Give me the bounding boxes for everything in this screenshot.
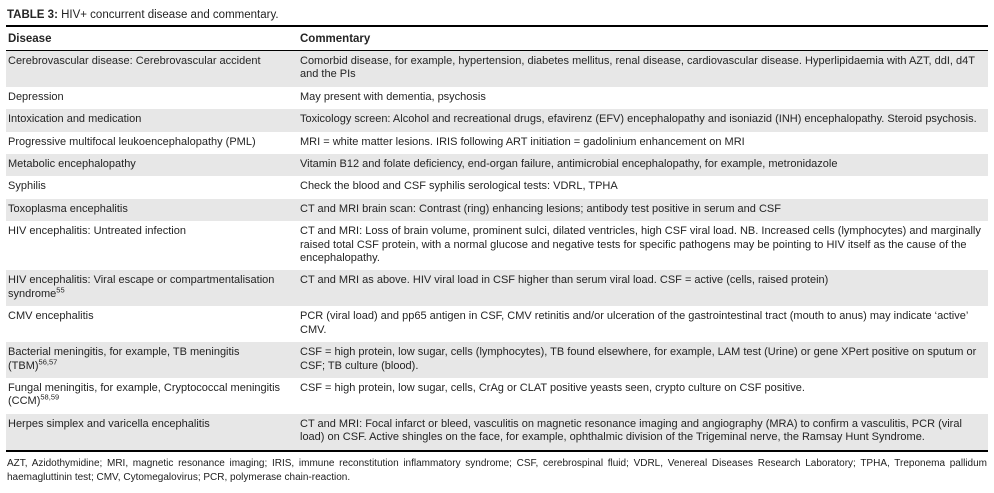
disease-text: Depression [8,90,64,103]
commentary-cell: MRI = white matter lesions. IRIS followi… [300,135,745,148]
disease-cell: Progressive multifocal leukoencephalopat… [6,132,298,154]
disease-cell: Herpes simplex and varicella encephaliti… [6,414,298,451]
table-row: CMV encephalitis PCR (viral load) and pp… [6,306,988,342]
commentary-cell: CT and MRI: Loss of brain volume, promin… [300,225,981,265]
disease-text: Herpes simplex and varicella encephaliti… [8,417,210,430]
commentary-cell: PCR (viral load) and pp65 antigen in CSF… [300,310,968,336]
table-title-text: HIV+ concurrent disease and commentary. [57,9,279,21]
commentary-cell: CSF = high protein, low sugar, cells, Cr… [300,381,805,394]
table-row: Fungal meningitis, for example, Cryptoco… [6,378,988,414]
disease-text: Progressive multifocal leukoencephalopat… [8,135,256,148]
disease-cell: HIV encephalitis: Untreated infection [6,221,298,270]
commentary-cell: Comorbid disease, for example, hypertens… [300,55,975,81]
disease-commentary-table: Disease Commentary Cerebrovascular disea… [6,27,988,452]
disease-text: Intoxication and medication [8,113,142,126]
table-row: Cerebrovascular disease: Cerebrovascular… [6,50,988,87]
disease-text: Metabolic encephalopathy [8,158,136,171]
table-title: TABLE 3: HIV+ concurrent disease and com… [6,7,988,27]
table-footnote: AZT, Azidothymidine; MRI, magnetic reson… [7,457,987,483]
disease-cell: Intoxication and medication [6,109,298,131]
commentary-cell: Toxicology screen: Alcohol and recreatio… [300,113,977,126]
commentary-cell: CT and MRI as above. HIV viral load in C… [300,274,829,287]
disease-text: Cerebrovascular disease: Cerebrovascular… [8,55,261,68]
disease-text: Syphilis [8,180,46,193]
table-row: HIV encephalitis: Untreated infection CT… [6,221,988,270]
commentary-cell: CT and MRI brain scan: Contrast (ring) e… [300,202,781,215]
disease-cell: Syphilis [6,176,298,198]
table-row: Herpes simplex and varicella encephaliti… [6,413,988,451]
table-row: Toxoplasma encephalitis CT and MRI brain… [6,198,988,222]
disease-cell: Bacterial meningitis, for example, TB me… [6,342,298,378]
table-row: HIV encephalitis: Viral escape or compar… [6,270,988,307]
disease-cell: Cerebrovascular disease: Cerebrovascular… [6,51,298,87]
disease-text: Bacterial meningitis, for example, TB me… [8,346,240,372]
column-header-disease: Disease [6,27,298,52]
disease-cell: Depression [6,87,298,109]
commentary-cell: Vitamin B12 and folate deficiency, end-o… [300,158,838,171]
disease-cell: HIV encephalitis: Viral escape or compar… [6,270,298,306]
table-number-label: TABLE 3: [7,9,58,21]
reference-superscript: 55 [56,285,65,295]
disease-text: CMV encephalitis [8,310,94,323]
disease-text: Toxoplasma encephalitis [8,202,128,215]
table-row: Bacterial meningitis, for example, TB me… [6,342,988,378]
table-row: Progressive multifocal leukoencephalopat… [6,132,988,154]
table-row: Intoxication and medication Toxicology s… [6,109,988,132]
header-row: Disease Commentary [6,27,988,52]
disease-text: HIV encephalitis: Viral escape or compar… [8,274,275,300]
disease-cell: Metabolic encephalopathy [6,154,298,176]
reference-superscript: 58,59 [40,392,60,402]
table-header: Disease Commentary [6,27,988,52]
commentary-cell: Check the blood and CSF syphilis serolog… [300,180,618,193]
commentary-cell: CSF = high protein, low sugar, cells (ly… [300,346,977,372]
table-row: Metabolic encephalopathy Vitamin B12 and… [6,154,988,177]
disease-cell: Fungal meningitis, for example, Cryptoco… [6,378,298,414]
disease-cell: CMV encephalitis [6,306,298,342]
table-row: Syphilis Check the blood and CSF syphili… [6,176,988,198]
table-body: Cerebrovascular disease: Cerebrovascular… [6,50,988,451]
column-header-commentary: Commentary [298,27,988,52]
table-row: Depression May present with dementia, ps… [6,87,988,109]
commentary-cell: CT and MRI: Focal infarct or bleed, vasc… [300,417,962,444]
disease-text: HIV encephalitis: Untreated infection [8,225,186,238]
disease-text: Fungal meningitis, for example, Cryptoco… [8,381,281,408]
commentary-cell: May present with dementia, psychosis [300,90,486,103]
reference-superscript: 56,57 [38,356,58,366]
disease-cell: Toxoplasma encephalitis [6,199,298,221]
